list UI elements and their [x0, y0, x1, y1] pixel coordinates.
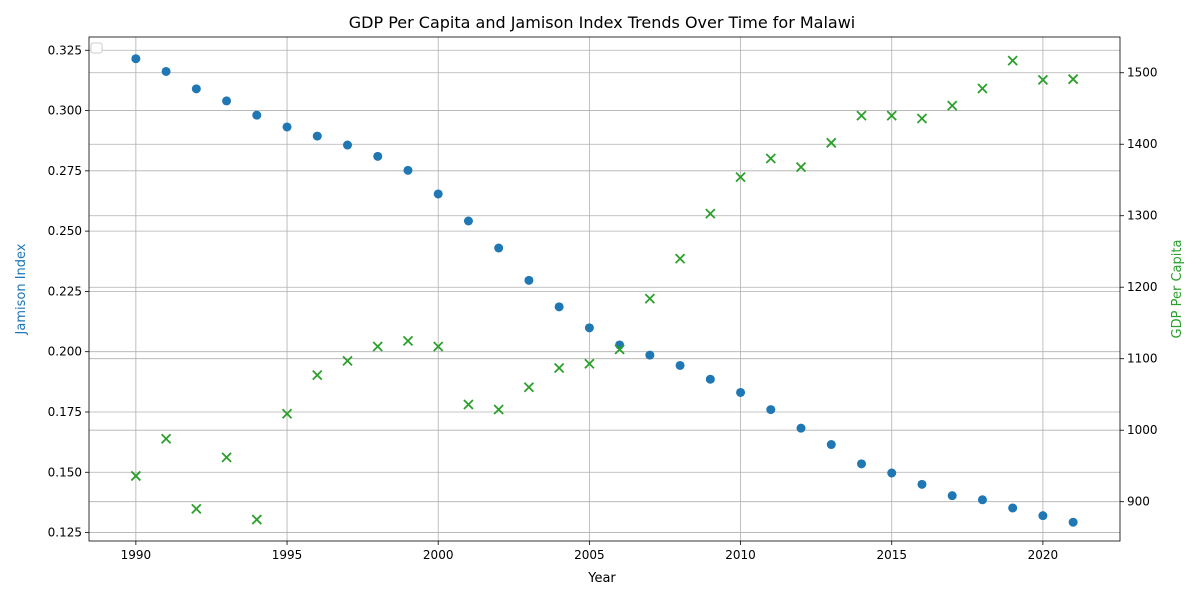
gdp-per-capita-point [947, 100, 958, 111]
jamison-index-point [947, 491, 957, 501]
gdp-per-capita-point [372, 341, 383, 352]
jamison-index-point [343, 140, 353, 150]
jamison-index-point [1068, 517, 1078, 527]
y-tick-label-left: 0.150 [48, 465, 82, 479]
jamison-index-point [675, 360, 685, 370]
gdp-per-capita-point [342, 355, 353, 366]
jamison-index-point [463, 216, 473, 226]
x-axis-title: Year [587, 571, 616, 586]
gdp-per-capita-point [795, 161, 807, 173]
legend [90, 42, 103, 54]
jamison-index-point [917, 479, 927, 489]
x-tick-label: 2005 [574, 548, 605, 562]
y-tick-label-left: 0.200 [48, 345, 82, 359]
gdp-per-capita-point [826, 137, 837, 148]
jamison-index-point [403, 165, 413, 175]
jamison-index-point [615, 340, 625, 350]
gdp-per-capita-point [916, 113, 928, 124]
legend-box [90, 42, 103, 54]
chart-title: GDP Per Capita and Jamison Index Trends … [349, 13, 856, 32]
gdp-per-capita-point [674, 253, 686, 264]
gdp-per-capita-point [705, 208, 716, 219]
gdp-per-capita-point [160, 433, 172, 444]
gdp-per-capita-point [765, 153, 776, 164]
gdp-per-capita-point [493, 404, 504, 415]
jamison-index-point [977, 495, 987, 505]
gdp-per-capita-point [977, 83, 988, 94]
gdp-per-capita-point [856, 110, 867, 121]
jamison-index-point [433, 189, 443, 199]
gdp-per-capita-point [463, 399, 474, 410]
jamison-index-point [826, 440, 836, 450]
gdp-per-capita-point [130, 470, 142, 482]
x-tick-label: 2015 [876, 548, 907, 562]
jamison-index-point [373, 151, 383, 161]
jamison-index-point [161, 66, 171, 76]
gdp-per-capita-point [1067, 74, 1079, 85]
gdp-per-capita-point [433, 341, 444, 352]
jamison-index-point [252, 110, 262, 120]
y-tick-label-right: 1200 [1127, 280, 1158, 294]
gdp-per-capita-point [221, 452, 232, 463]
gdp-per-capita-point [614, 344, 625, 355]
jamison-index-point [494, 243, 504, 253]
y-tick-label-right: 1400 [1127, 137, 1158, 151]
jamison-index-point [766, 405, 776, 415]
jamison-index-point [222, 96, 232, 106]
y-tick-label-right: 1300 [1127, 209, 1158, 223]
jamison-index-point [736, 387, 746, 397]
y-tick-label-right: 1100 [1127, 352, 1158, 366]
y-tick-label-left: 0.300 [48, 104, 82, 118]
gdp-per-capita-point [191, 503, 202, 514]
gdp-per-capita-point [735, 171, 746, 183]
jamison-index-point [191, 84, 201, 94]
gdp-per-capita-point [312, 370, 323, 381]
y-tick-label-right: 1000 [1127, 423, 1158, 437]
x-tick-label: 1995 [272, 548, 303, 562]
gdp-per-capita-point [251, 514, 262, 525]
gdp-per-capita-point [1037, 74, 1049, 86]
y-axis-left-title: Jamison Index [14, 243, 29, 335]
ticks: 1990 1995 2000 2005 2010 2015 2020 0.125 0.150 0.… [48, 43, 1158, 562]
x-tick-label: 2010 [725, 548, 756, 562]
gdp-per-capita-point [1007, 55, 1018, 66]
jamison-index-point [796, 423, 806, 433]
jamison-index-point [584, 323, 594, 333]
gdp-per-capita-point [886, 110, 897, 121]
data-marks [130, 54, 1079, 527]
y-tick-label-left: 0.225 [48, 284, 82, 298]
jamison-index-point [282, 122, 292, 132]
y-tick-label-right: 900 [1127, 495, 1150, 509]
jamison-index-point [1008, 503, 1018, 513]
y-tick-label-left: 0.275 [48, 164, 82, 178]
jamison-index-point [856, 459, 866, 469]
y-tick-label-left: 0.250 [48, 224, 82, 238]
jamison-index-point [554, 302, 564, 312]
jamison-index-point [645, 350, 655, 360]
x-tick-label: 2000 [423, 548, 454, 562]
x-tick-label: 2020 [1028, 548, 1059, 562]
jamison-index-point [887, 468, 897, 478]
gdp-per-capita-point [402, 335, 414, 346]
y-tick-label-left: 0.325 [48, 43, 82, 57]
gdp-per-capita-point [554, 362, 565, 374]
grid [89, 37, 1120, 541]
jamison-index-point [1038, 511, 1048, 521]
y-tick-label-right: 1500 [1127, 66, 1158, 80]
y-tick-label-left: 0.125 [48, 526, 82, 540]
jamison-index-point [131, 54, 141, 64]
x-tick-label: 1990 [121, 548, 152, 562]
y-axis-right-title: GDP Per Capita [1170, 240, 1185, 339]
y-tick-label-left: 0.175 [48, 405, 82, 419]
gdp-per-capita-point [584, 358, 595, 369]
jamison-index-point [524, 275, 534, 285]
plot-frame [88, 36, 1121, 542]
jamison-index-point [312, 131, 322, 141]
gdp-per-capita-point [281, 408, 293, 419]
jamison-index-point [705, 374, 715, 384]
gdp-per-capita-point [644, 293, 655, 304]
gdp-per-capita-point [523, 382, 535, 393]
